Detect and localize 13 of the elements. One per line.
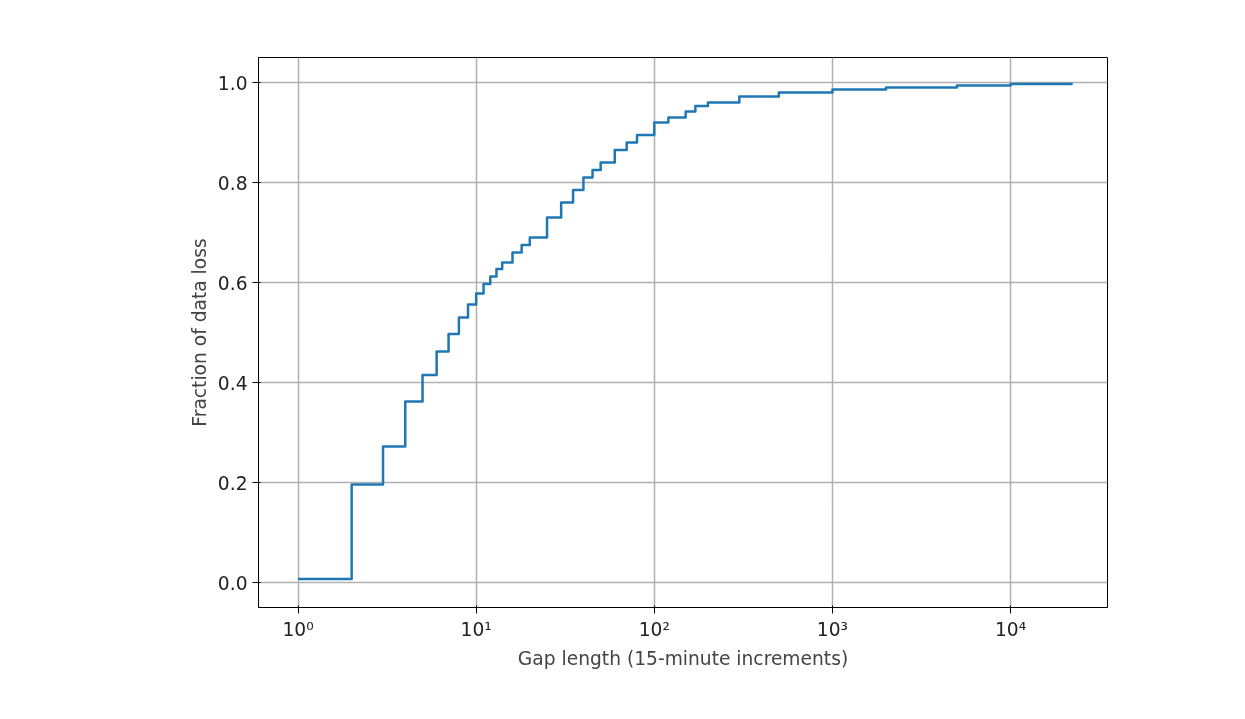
x-axis-title: Gap length (15-minute increments) [517, 647, 849, 669]
x-tick-label: 10⁴ [994, 618, 1027, 640]
y-tick-label: 0.4 [217, 372, 248, 394]
x-tick-label: 10² [638, 618, 670, 640]
x-tick-label: 10⁰ [282, 618, 314, 640]
y-axis-title: Fraction of data loss [188, 238, 210, 427]
y-tick-label: 1.0 [217, 72, 248, 94]
x-tick-label: 10³ [816, 618, 849, 640]
y-tick-label: 0.6 [217, 272, 248, 294]
y-tick-label: 0.8 [217, 172, 248, 194]
y-tick-label: 0.2 [217, 472, 248, 494]
y-tick-label: 0.0 [217, 572, 248, 594]
x-tick-label: 10¹ [460, 618, 492, 640]
